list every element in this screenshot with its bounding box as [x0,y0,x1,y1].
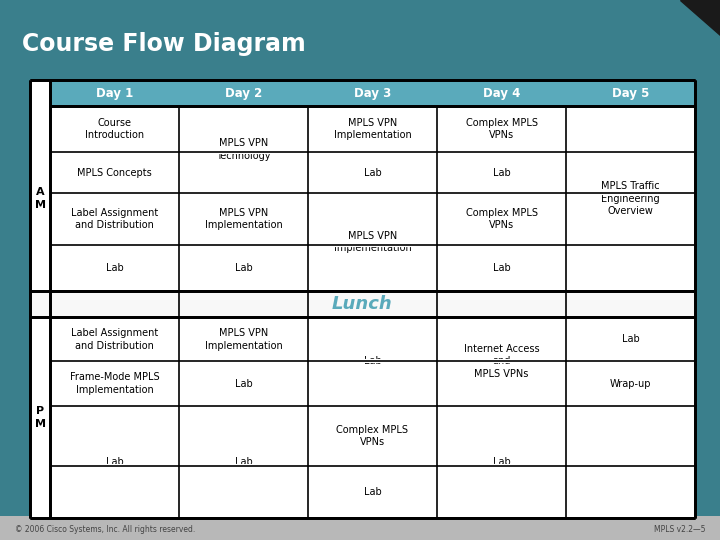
Text: Lab: Lab [492,263,510,273]
Text: Lab: Lab [364,356,382,367]
Text: Label Assignment
and Distribution: Label Assignment and Distribution [71,328,158,350]
Text: Day 1: Day 1 [96,86,133,99]
Text: A
M: A M [35,187,45,210]
Text: Frame-Mode MPLS
Implementation: Frame-Mode MPLS Implementation [70,372,159,395]
Text: MPLS VPN
Technology: MPLS VPN Technology [216,138,271,161]
Text: Lab: Lab [621,334,639,345]
Text: Complex MPLS
VPNs: Complex MPLS VPNs [336,424,408,447]
Text: Lab: Lab [492,457,510,467]
Text: Lab: Lab [106,457,123,467]
Text: Lab: Lab [235,263,253,273]
Text: Day 3: Day 3 [354,86,391,99]
Bar [30,80,695,518]
Text: Lunch: Lunch [332,295,393,313]
Bar [0,516,720,540]
Text: Course
Introduction: Course Introduction [85,118,144,140]
Text: Lab: Lab [364,168,382,178]
Text: MPLS VPN
Implementation: MPLS VPN Implementation [204,208,282,230]
Text: P
M: P M [35,407,45,429]
Text: MPLS VPN
Implementation: MPLS VPN Implementation [204,328,282,350]
Text: Lab: Lab [235,379,253,388]
Text: Day 5: Day 5 [612,86,649,99]
Text: Course Flow Diagram: Course Flow Diagram [22,32,306,56]
Text: Complex MPLS
VPNs: Complex MPLS VPNs [466,118,538,140]
Bar [50,80,695,106]
Text: Label Assignment
and Distribution: Label Assignment and Distribution [71,208,158,230]
Text: MPLS Concepts: MPLS Concepts [77,168,152,178]
Text: Lab: Lab [235,457,253,467]
Text: Complex MPLS
VPNs: Complex MPLS VPNs [466,208,538,230]
Text: Wrap-up: Wrap-up [610,379,652,388]
Text: MPLS VPN
Implementation: MPLS VPN Implementation [333,118,411,140]
Text: © 2006 Cisco Systems, Inc. All rights reserved.: © 2006 Cisco Systems, Inc. All rights re… [15,525,195,535]
Text: Day 4: Day 4 [483,86,520,99]
Text: Day 2: Day 2 [225,86,262,99]
Bar [0,0,720,80]
Text: Lab: Lab [106,263,123,273]
Polygon shape [680,0,720,35]
Text: MPLS Traffic
Engineering
Overview: MPLS Traffic Engineering Overview [601,181,660,216]
Text: MPLS v2.2—5: MPLS v2.2—5 [654,525,705,535]
Text: Internet Access
and
MPLS VPNs: Internet Access and MPLS VPNs [464,344,539,379]
Text: Lab: Lab [492,168,510,178]
Text: MPLS VPN
Implementation: MPLS VPN Implementation [333,231,411,253]
Text: Lab: Lab [364,487,382,497]
Bar [30,291,695,318]
